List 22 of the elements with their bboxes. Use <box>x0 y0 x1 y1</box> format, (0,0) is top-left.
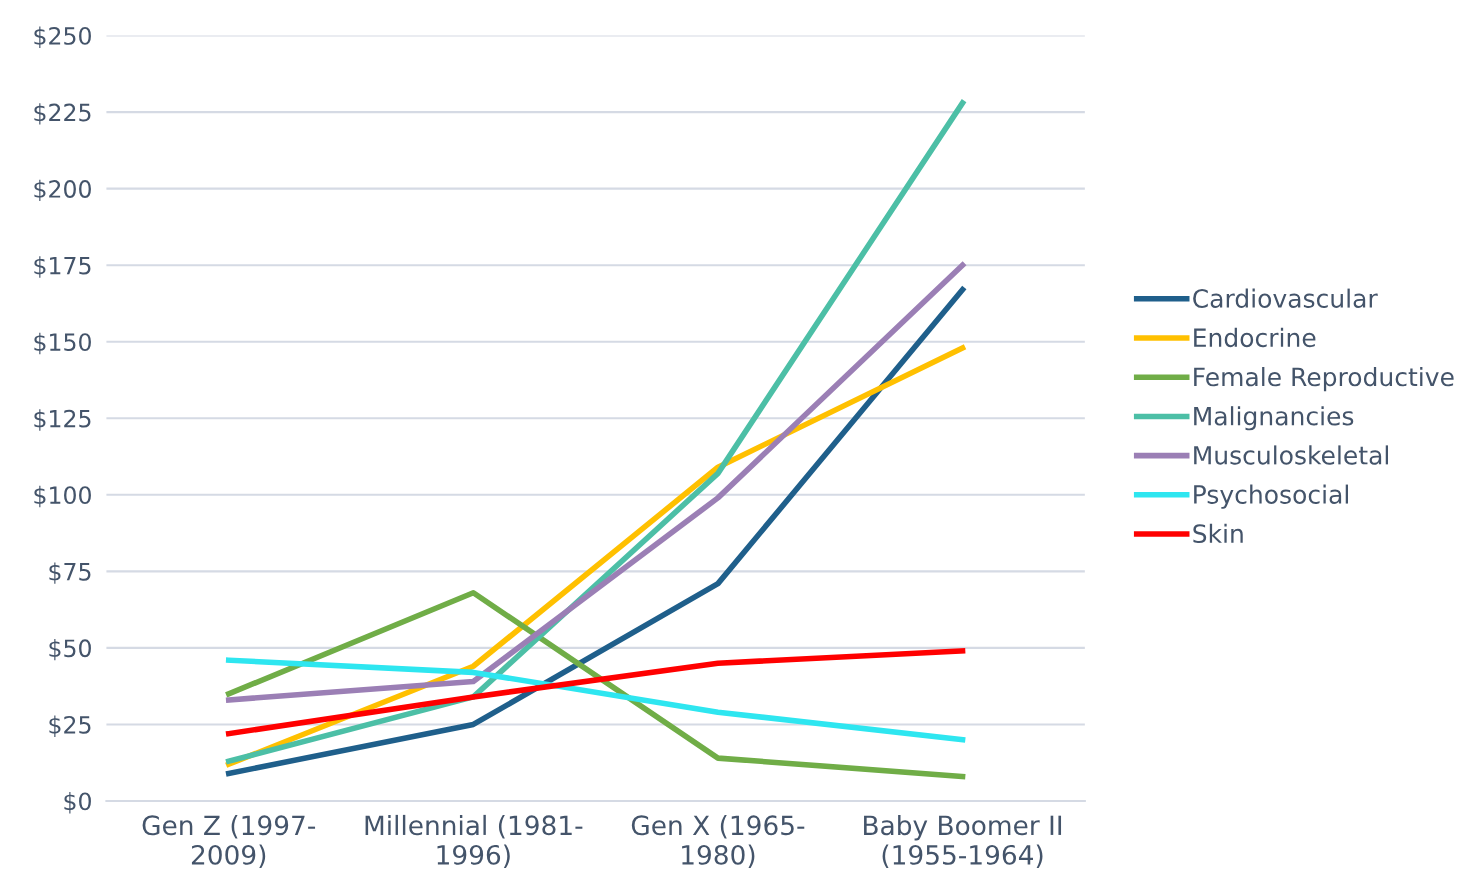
x-tick-label: Millennial (1981- 1996) <box>365 814 583 868</box>
y-tick-label: $75 <box>49 562 91 584</box>
legend-label: Endocrine <box>1194 327 1316 348</box>
y-tick-label: $50 <box>49 638 91 661</box>
y-tick-label: $150 <box>34 332 91 355</box>
legend-label: Skin <box>1193 523 1243 544</box>
y-tick-label: $100 <box>34 485 91 508</box>
legend-label: Musculoskeletal <box>1194 445 1388 465</box>
legend-label: Female Reproductive <box>1194 366 1454 392</box>
y-tick-label: $250 <box>34 26 91 48</box>
x-tick-label: Gen Z (1997- 2009) <box>142 814 316 868</box>
y-tick-label: $225 <box>34 103 91 125</box>
legend-label: Psychosocial <box>1194 484 1348 509</box>
y-tick-label: $0 <box>64 792 91 814</box>
y-tick-label: $200 <box>34 179 91 202</box>
x-tick-label: Baby Boomer II (1955-1964) <box>864 814 1062 868</box>
y-tick-label: $125 <box>34 409 91 431</box>
x-tick-label: Gen X (1965- 1980) <box>631 814 805 868</box>
y-tick-label: $25 <box>49 715 91 737</box>
y-tick-label: $175 <box>34 256 91 278</box>
legend-label: Malignancies <box>1194 406 1354 431</box>
legend-label: Cardiovascular <box>1193 288 1378 308</box>
